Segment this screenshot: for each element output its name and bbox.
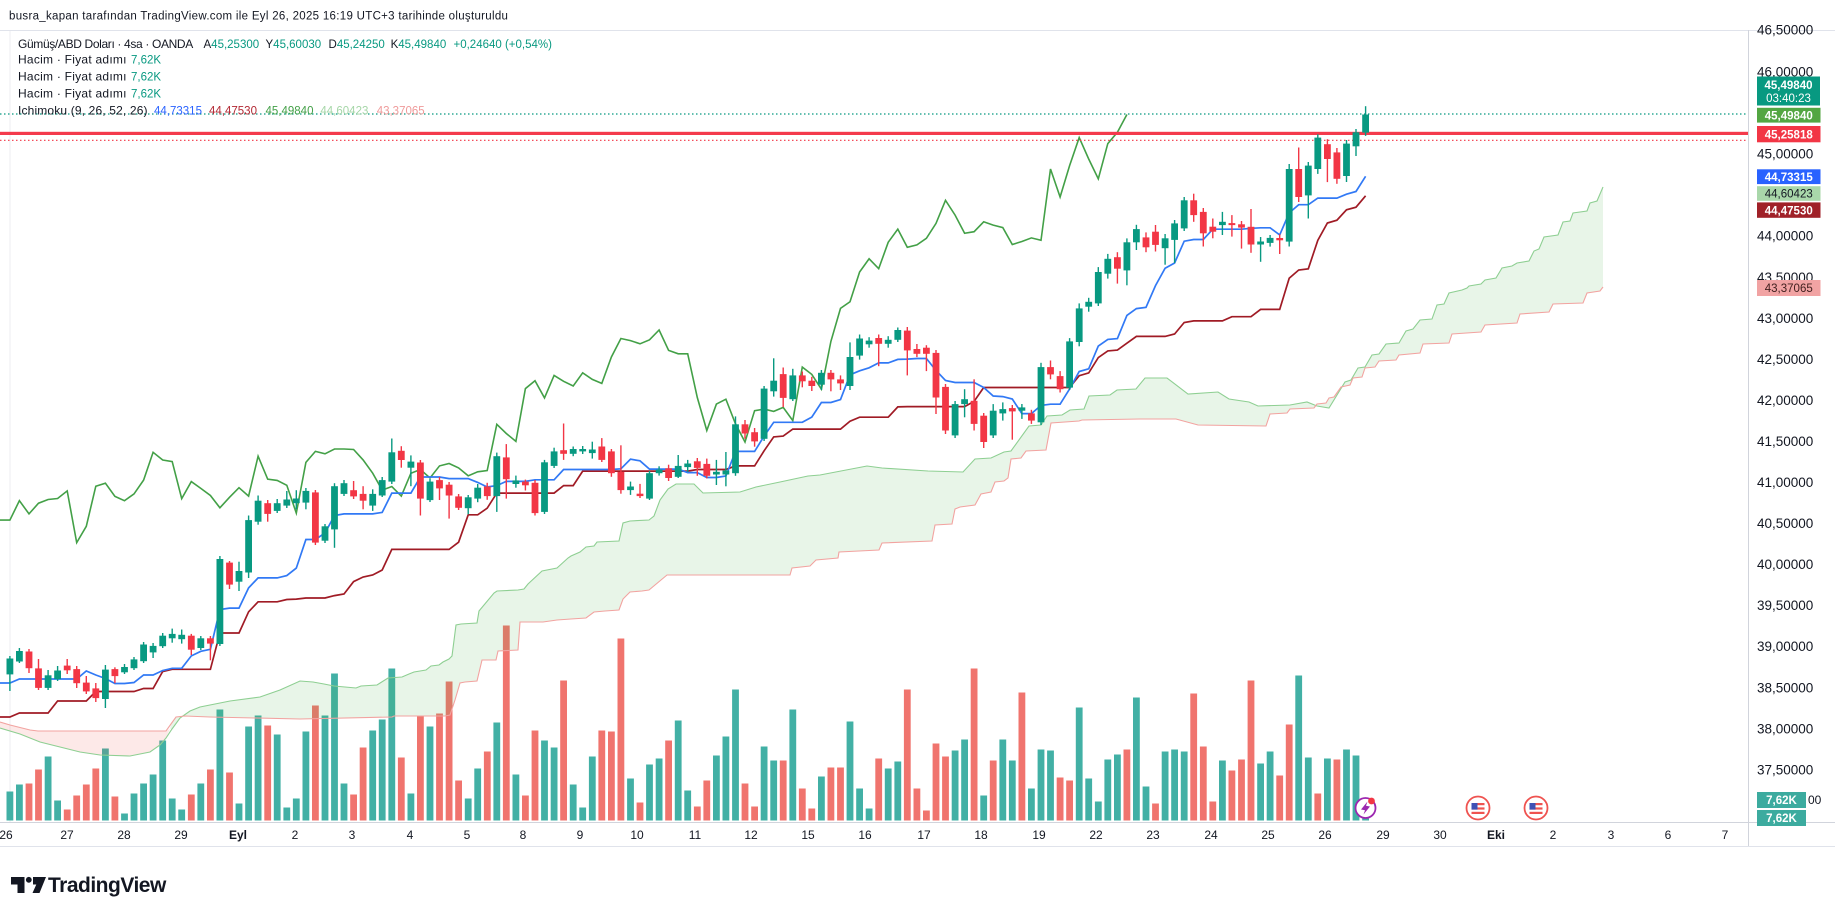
svg-text:43,37065: 43,37065 xyxy=(377,106,425,118)
svg-text:17: 17 xyxy=(917,828,931,842)
svg-text:45,49840: 45,49840 xyxy=(1765,110,1813,122)
svg-text:15: 15 xyxy=(801,828,815,842)
svg-text:41,50000: 41,50000 xyxy=(1757,434,1813,449)
svg-text:38,00000: 38,00000 xyxy=(1757,722,1813,737)
svg-text:44,00000: 44,00000 xyxy=(1757,229,1813,244)
svg-text:44,60423: 44,60423 xyxy=(1765,189,1813,201)
svg-text:7,62K: 7,62K xyxy=(131,55,161,67)
svg-text:2: 2 xyxy=(1550,828,1557,842)
svg-text:11: 11 xyxy=(689,828,702,842)
svg-text:7,62K: 7,62K xyxy=(131,89,161,101)
svg-text:12: 12 xyxy=(744,828,758,842)
svg-text:7,62K: 7,62K xyxy=(1766,795,1797,807)
svg-text:7,62K: 7,62K xyxy=(131,72,161,84)
svg-text:37,50000: 37,50000 xyxy=(1757,763,1813,778)
svg-text:Eyl: Eyl xyxy=(229,828,247,842)
svg-text:2: 2 xyxy=(292,828,299,842)
svg-text:45,00000: 45,00000 xyxy=(1757,147,1813,162)
svg-text:6: 6 xyxy=(1665,828,1672,842)
svg-text:43,37065: 43,37065 xyxy=(1765,283,1813,295)
svg-text:9: 9 xyxy=(577,828,584,842)
svg-text:46,50000: 46,50000 xyxy=(1757,23,1813,38)
svg-text:Eki: Eki xyxy=(1487,828,1505,842)
svg-text:28: 28 xyxy=(117,828,131,842)
svg-text:23: 23 xyxy=(1146,828,1160,842)
svg-text:42,00000: 42,00000 xyxy=(1757,393,1813,408)
svg-text:18: 18 xyxy=(974,828,988,842)
svg-text:3: 3 xyxy=(1608,828,1615,842)
svg-text:Hacim · Fiyat adımı: Hacim · Fiyat adımı xyxy=(18,87,127,101)
svg-text:busra_kapan tarafından Trading: busra_kapan tarafından TradingView.com i… xyxy=(9,11,508,23)
svg-text:26: 26 xyxy=(1318,828,1332,842)
svg-text:44,60423: 44,60423 xyxy=(320,106,368,118)
svg-text:Hacim · Fiyat adımı: Hacim · Fiyat adımı xyxy=(18,70,127,84)
svg-text:42,50000: 42,50000 xyxy=(1757,352,1813,367)
svg-text:38,50000: 38,50000 xyxy=(1757,681,1813,696)
svg-text:+0,24640 (+0,54%): +0,24640 (+0,54%) xyxy=(454,39,553,51)
svg-text:K45,49840: K45,49840 xyxy=(391,39,447,51)
svg-text:5: 5 xyxy=(464,828,471,842)
svg-text:19: 19 xyxy=(1032,828,1046,842)
svg-text:10: 10 xyxy=(630,828,644,842)
svg-text:29: 29 xyxy=(1376,828,1390,842)
svg-text:29: 29 xyxy=(174,828,188,842)
svg-text:Gümüş/ABD Doları · 4sa · OANDA: Gümüş/ABD Doları · 4sa · OANDA xyxy=(18,37,193,51)
svg-text:8: 8 xyxy=(520,828,527,842)
svg-text:30: 30 xyxy=(1433,828,1447,842)
svg-text:26: 26 xyxy=(0,828,13,842)
svg-text:Ichimoku (9, 26, 52, 26): Ichimoku (9, 26, 52, 26) xyxy=(18,104,148,118)
svg-text:4: 4 xyxy=(407,828,414,842)
svg-text:22: 22 xyxy=(1089,828,1103,842)
svg-text:44,47530: 44,47530 xyxy=(1765,205,1813,217)
svg-text:7: 7 xyxy=(1722,828,1729,842)
svg-text:43,00000: 43,00000 xyxy=(1757,311,1813,326)
svg-text:39,50000: 39,50000 xyxy=(1757,598,1813,613)
svg-text:16: 16 xyxy=(858,828,872,842)
svg-text:Hacim · Fiyat adımı: Hacim · Fiyat adımı xyxy=(18,53,127,67)
svg-text:27: 27 xyxy=(60,828,74,842)
svg-text:44,73315: 44,73315 xyxy=(1765,172,1814,184)
svg-text:A45,25300: A45,25300 xyxy=(204,39,260,51)
svg-text:24: 24 xyxy=(1204,828,1218,842)
svg-text:03:40:23: 03:40:23 xyxy=(1766,93,1811,105)
svg-text:45,49840: 45,49840 xyxy=(266,106,314,118)
svg-text:40,00000: 40,00000 xyxy=(1757,557,1813,572)
svg-text:40,50000: 40,50000 xyxy=(1757,516,1813,531)
svg-text:44,73315: 44,73315 xyxy=(154,106,202,118)
svg-text:3: 3 xyxy=(349,828,356,842)
svg-text:39,00000: 39,00000 xyxy=(1757,639,1813,654)
svg-text:41,00000: 41,00000 xyxy=(1757,475,1813,490)
svg-text:45,25818: 45,25818 xyxy=(1765,129,1814,141)
svg-text:44,47530: 44,47530 xyxy=(209,106,257,118)
svg-text:TradingView: TradingView xyxy=(48,874,167,897)
svg-text:Y45,60030: Y45,60030 xyxy=(266,39,322,51)
svg-text:7,62K: 7,62K xyxy=(1766,813,1797,825)
svg-text:00: 00 xyxy=(1808,793,1822,807)
svg-text:46,00000: 46,00000 xyxy=(1757,65,1813,80)
svg-text:45,49840: 45,49840 xyxy=(1765,80,1813,92)
svg-text:D45,24250: D45,24250 xyxy=(329,39,385,51)
svg-text:25: 25 xyxy=(1261,828,1275,842)
